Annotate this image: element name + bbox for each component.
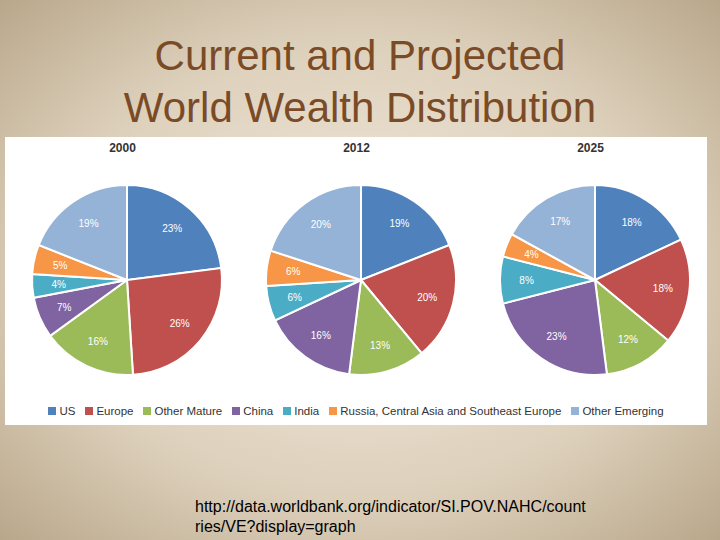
html-text:2012: 2012 — [343, 141, 370, 155]
html-text:Other Emerging: Other Emerging — [582, 405, 664, 417]
svg-text:4%: 4% — [524, 249, 539, 260]
svg-text:16%: 16% — [311, 330, 331, 341]
svg-text:8%: 8% — [519, 275, 534, 286]
svg-text:18%: 18% — [653, 283, 673, 294]
svg-text:20%: 20% — [417, 292, 437, 303]
svg-text:5%: 5% — [53, 260, 68, 271]
svg-text:16%: 16% — [88, 336, 108, 347]
svg-text:23%: 23% — [162, 223, 182, 234]
html-text:Europe: Europe — [96, 405, 134, 417]
html-text:World Wealth Distribution: World Wealth Distribution — [123, 84, 597, 131]
svg-text:13%: 13% — [370, 340, 390, 351]
svg-text:12%: 12% — [618, 334, 638, 345]
svg-text:6%: 6% — [288, 292, 303, 303]
svg-text:23%: 23% — [547, 331, 567, 342]
html-text:China: China — [243, 405, 274, 417]
svg-text:17%: 17% — [550, 216, 570, 227]
svg-text:26%: 26% — [170, 318, 190, 329]
svg-text:20%: 20% — [311, 219, 331, 230]
html-text:US: US — [59, 405, 76, 417]
html-text:2025: 2025 — [577, 141, 604, 155]
html-text:Russia, Central Asia and South: Russia, Central Asia and Southeast Europ… — [340, 405, 562, 417]
html-text:India: India — [294, 405, 320, 417]
html-text:Other Mature: Other Mature — [154, 405, 223, 417]
svg-text:19%: 19% — [389, 218, 409, 229]
svg-text:18%: 18% — [622, 217, 642, 228]
svg-text:7%: 7% — [57, 302, 72, 313]
html-text:2000: 2000 — [109, 141, 136, 155]
html-text:http://data.worldbank.org/indi: http://data.worldbank.org/indicator/SI.P… — [195, 498, 586, 515]
svg-text:19%: 19% — [79, 218, 99, 229]
svg-text:4%: 4% — [52, 279, 67, 290]
svg-text:6%: 6% — [286, 266, 301, 277]
html-text:ries/VE?display=graph: ries/VE?display=graph — [195, 518, 356, 535]
html-text:Current and Projected: Current and Projected — [154, 32, 566, 79]
